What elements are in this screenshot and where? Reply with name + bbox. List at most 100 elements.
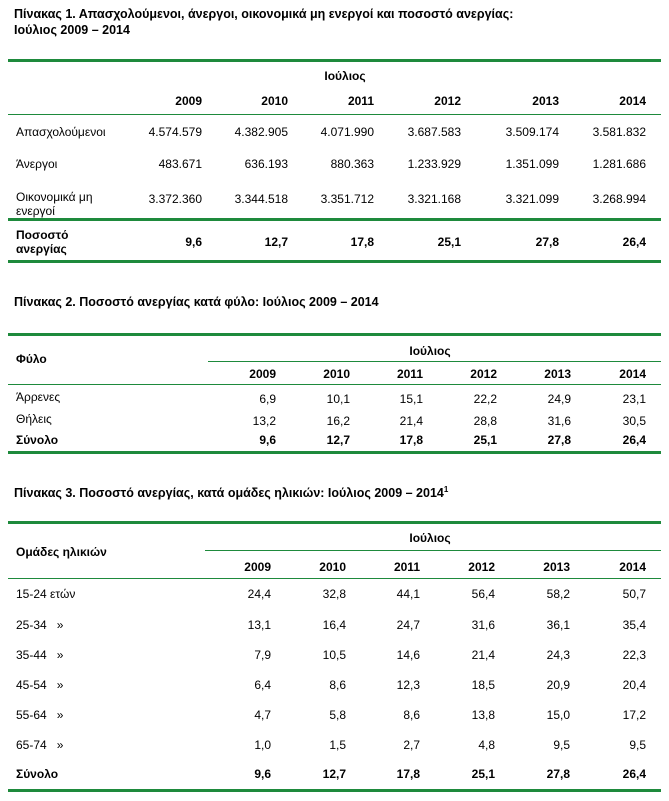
table1-cell: 3.687.583 bbox=[407, 125, 461, 139]
table1-rate-cell: 9,6 bbox=[185, 235, 202, 249]
table2-cell: 10,1 bbox=[326, 392, 350, 406]
table1-row-label: Οικονομικά μη ενεργοί bbox=[16, 190, 93, 218]
table2-cell: 21,4 bbox=[399, 414, 423, 428]
table3-cell: 13,1 bbox=[247, 618, 271, 632]
table2-year-2011: 2011 bbox=[396, 367, 423, 381]
table2-cell: 23,1 bbox=[622, 392, 646, 406]
table1-top-rule bbox=[8, 59, 661, 62]
table3-cell: 9,5 bbox=[553, 738, 570, 752]
table1-rate-rule bbox=[8, 218, 661, 221]
table1-cell: 636.193 bbox=[244, 157, 288, 171]
table2-cell: 22,2 bbox=[473, 392, 497, 406]
table2-bottom-rule bbox=[8, 451, 661, 454]
table1-cell: 4.382.905 bbox=[234, 125, 288, 139]
table3-bottom-rule bbox=[8, 789, 661, 792]
table3-year-2011: 2011 bbox=[393, 560, 420, 574]
table3-cell: 8,6 bbox=[329, 678, 346, 692]
table2-year-2009: 2009 bbox=[249, 367, 276, 381]
table1-year-2014: 2014 bbox=[619, 94, 646, 108]
table3-cell: 2,7 bbox=[403, 738, 420, 752]
table3-total-cell: 17,8 bbox=[396, 767, 420, 781]
table3-total-cell: 25,1 bbox=[471, 767, 495, 781]
table1-cell: 3.581.832 bbox=[592, 125, 646, 139]
table1-bottom-rule bbox=[8, 260, 661, 263]
table3-cell: 21,4 bbox=[471, 648, 495, 662]
table2-top-rule bbox=[8, 333, 661, 336]
table2-row-label: Άρρενες bbox=[16, 390, 61, 404]
table2-stub-header: Φύλο bbox=[16, 352, 47, 366]
table1-rate-cell: 27,8 bbox=[535, 235, 559, 249]
table3-cell: 32,8 bbox=[322, 587, 346, 601]
table3-year-2014: 2014 bbox=[619, 560, 646, 574]
table2-row-label: Θήλεις bbox=[16, 412, 52, 426]
table3-cell: 9,5 bbox=[629, 738, 646, 752]
table1-header-month: Ιούλιος bbox=[324, 69, 366, 83]
table2-cell: 30,5 bbox=[622, 414, 646, 428]
table1-cell: 3.344.518 bbox=[234, 192, 288, 206]
table3-cell: 17,2 bbox=[622, 708, 646, 722]
table2-header-subrule bbox=[208, 361, 661, 362]
table3-cell: 8,6 bbox=[403, 708, 420, 722]
table2-header-month: Ιούλιος bbox=[409, 344, 451, 358]
table2-cell: 13,2 bbox=[252, 414, 276, 428]
table3-cell: 20,4 bbox=[622, 678, 646, 692]
table3-cell: 4,8 bbox=[478, 738, 495, 752]
table3-cell: 18,5 bbox=[471, 678, 495, 692]
table2-year-2013: 2013 bbox=[544, 367, 571, 381]
table1-rate-cell: 25,1 bbox=[437, 235, 461, 249]
table1-cell: 483.671 bbox=[158, 157, 202, 171]
table3-cell: 44,1 bbox=[396, 587, 420, 601]
table1-cell: 3.321.168 bbox=[407, 192, 461, 206]
table1-year-2010: 2010 bbox=[261, 94, 288, 108]
table3-row-label: 55-64 » bbox=[16, 708, 64, 722]
table3-cell: 31,6 bbox=[471, 618, 495, 632]
table2-total-cell: 9,6 bbox=[259, 433, 276, 447]
table3-footnote-marker: 1 bbox=[443, 484, 449, 494]
table1-year-2012: 2012 bbox=[434, 94, 461, 108]
table3-stub-header: Ομάδες ηλικιών bbox=[16, 545, 107, 559]
table2-title: Πίνακας 2. Ποσοστό ανεργίας κατά φύλο: Ι… bbox=[14, 295, 379, 309]
table3-cell: 16,4 bbox=[322, 618, 346, 632]
table3-cell: 56,4 bbox=[471, 587, 495, 601]
table3-cell: 6,4 bbox=[254, 678, 271, 692]
table1-cell: 3.509.174 bbox=[505, 125, 559, 139]
table1-cell: 3.268.994 bbox=[592, 192, 646, 206]
table2-cell: 24,9 bbox=[547, 392, 571, 406]
table2-total-cell: 17,8 bbox=[399, 433, 423, 447]
table3-header-subrule bbox=[205, 550, 661, 551]
table3-cell: 20,9 bbox=[546, 678, 570, 692]
table2-total-label: Σύνολο bbox=[16, 433, 59, 447]
table2-cell: 15,1 bbox=[399, 392, 423, 406]
table3-header-month: Ιούλιος bbox=[409, 531, 451, 545]
table1-year-2009: 2009 bbox=[175, 94, 202, 108]
table2-year-2014: 2014 bbox=[619, 367, 646, 381]
table1-cell: 880.363 bbox=[330, 157, 374, 171]
table3-year-2013: 2013 bbox=[543, 560, 570, 574]
table3-title: Πίνακας 3. Ποσοστό ανεργίας, κατά ομάδες… bbox=[14, 484, 449, 500]
table1-row-label: Απασχολούμενοι bbox=[16, 125, 106, 139]
table1-cell: 4.574.579 bbox=[148, 125, 202, 139]
table3-cell: 4,7 bbox=[254, 708, 271, 722]
table2-cell: 28,8 bbox=[473, 414, 497, 428]
table1-rate-label: Ποσοστό ανεργίας bbox=[16, 228, 69, 256]
table3-cell: 5,8 bbox=[329, 708, 346, 722]
table1-year-2013: 2013 bbox=[532, 94, 559, 108]
table3-year-2009: 2009 bbox=[244, 560, 271, 574]
table3-cell: 13,8 bbox=[471, 708, 495, 722]
table3-row-label: 25-34 » bbox=[16, 618, 64, 632]
table3-cell: 15,0 bbox=[546, 708, 570, 722]
table3-cell: 35,4 bbox=[622, 618, 646, 632]
table1-row-label: Άνεργοι bbox=[16, 157, 58, 171]
table2-year-2010: 2010 bbox=[323, 367, 350, 381]
table2-total-cell: 25,1 bbox=[473, 433, 497, 447]
table1-cell: 3.351.712 bbox=[320, 192, 374, 206]
table3-header-rule bbox=[8, 578, 661, 579]
table1-rate-cell: 26,4 bbox=[622, 235, 646, 249]
table3-cell: 7,9 bbox=[254, 648, 271, 662]
table3-cell: 36,1 bbox=[546, 618, 570, 632]
table2-cell: 31,6 bbox=[547, 414, 571, 428]
table3-cell: 14,6 bbox=[396, 648, 420, 662]
table1-cell: 1.233.929 bbox=[407, 157, 461, 171]
table1-header-rule bbox=[8, 114, 661, 115]
table2-cell: 6,9 bbox=[259, 392, 276, 406]
